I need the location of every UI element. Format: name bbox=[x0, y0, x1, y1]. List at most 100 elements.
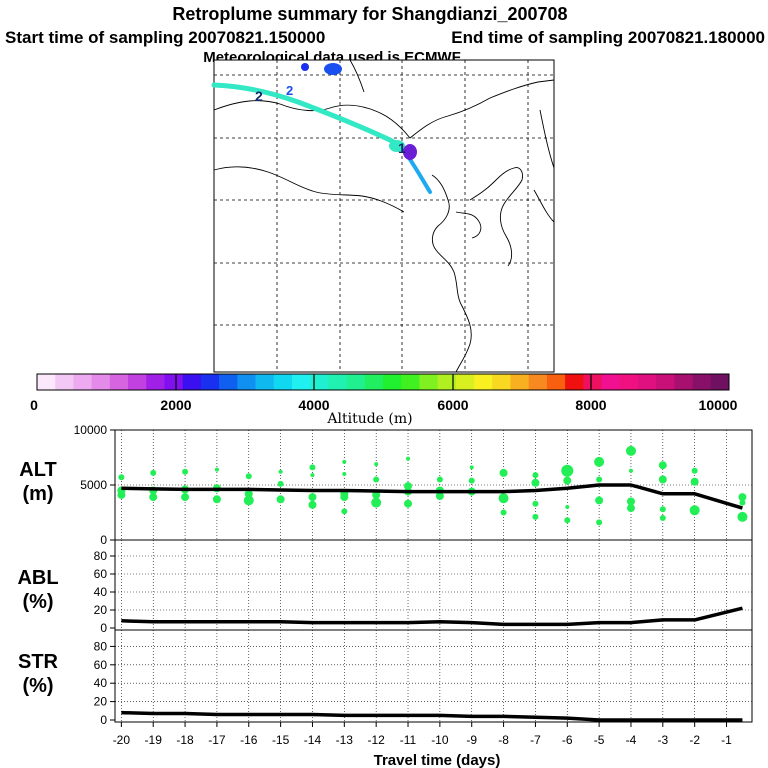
y-tick-label: 0 bbox=[100, 621, 107, 635]
abl-frame bbox=[114, 539, 753, 631]
plume-blob-north bbox=[324, 63, 342, 75]
abl-panel-label: ABL bbox=[17, 567, 58, 589]
altitude-dot bbox=[309, 464, 316, 471]
y-tick-label: 5000 bbox=[80, 478, 107, 492]
colorbar-swatch bbox=[601, 374, 621, 390]
altitude-dot bbox=[435, 492, 444, 500]
coastline-korea bbox=[469, 167, 523, 267]
coastline-bohai bbox=[431, 174, 472, 373]
altitude-dot bbox=[245, 473, 252, 480]
alt-panel: 10000 5000 0 bbox=[74, 423, 753, 547]
altitude-dot bbox=[308, 500, 317, 509]
altitude-dot bbox=[565, 505, 570, 509]
plume-blob-day1 bbox=[389, 140, 405, 152]
altitude-dot bbox=[498, 493, 509, 504]
altitude-dot bbox=[658, 475, 667, 484]
day-label-1: 1 bbox=[398, 140, 406, 156]
x-tick-label: -2 bbox=[689, 733, 700, 747]
colorbar-swatch bbox=[109, 374, 129, 390]
altitude-dot bbox=[372, 490, 381, 499]
coastline-shandong bbox=[455, 211, 482, 239]
colorbar-swatch bbox=[401, 374, 420, 390]
altitude-dot bbox=[244, 489, 253, 498]
colorbar-tick-8000: 8000 bbox=[575, 397, 606, 413]
x-tick-label: -5 bbox=[594, 733, 605, 747]
colorbar-swatch bbox=[674, 374, 694, 390]
y-tick-label: 60 bbox=[94, 567, 108, 581]
colorbar-swatch bbox=[237, 374, 257, 390]
start-time-label: Start time of sampling 20070821.150000 bbox=[5, 28, 325, 47]
altitude-dot bbox=[371, 497, 382, 508]
altitude-dot bbox=[738, 493, 747, 502]
country-border-west bbox=[213, 166, 405, 213]
altitude-dot bbox=[499, 468, 508, 477]
day-label-2: 2 bbox=[255, 88, 263, 104]
release-site-marker bbox=[403, 144, 417, 160]
x-tick-label: -6 bbox=[562, 733, 573, 747]
altitude-dot bbox=[626, 504, 635, 513]
country-border-north bbox=[213, 79, 555, 139]
colorbar-swatch bbox=[55, 374, 74, 390]
colorbar-swatch bbox=[619, 374, 639, 390]
abl-panel: 80 60 40 20 0 bbox=[94, 539, 753, 635]
x-tick-label: -3 bbox=[657, 733, 668, 747]
colorbar-swatch bbox=[164, 374, 184, 390]
x-tick-label: -17 bbox=[208, 733, 226, 747]
altitude-dot bbox=[468, 477, 475, 484]
y-tick-label: 20 bbox=[94, 695, 108, 709]
colorbar-swatch bbox=[273, 374, 293, 390]
altitude-dot bbox=[243, 495, 254, 506]
colorbar-tick-0: 0 bbox=[30, 397, 38, 413]
x-tick-label: -20 bbox=[113, 733, 131, 747]
altitude-dot bbox=[404, 499, 413, 508]
altitude-dot bbox=[182, 468, 189, 475]
colorbar-swatch bbox=[528, 374, 548, 390]
colorbar-swatch bbox=[146, 374, 165, 390]
altitude-dot bbox=[532, 472, 539, 479]
abl-panel-unit: (%) bbox=[22, 591, 53, 613]
altitude-dot bbox=[406, 456, 411, 461]
altitude-colorbar: 0 2000 4000 6000 8000 10000 Altitude (m) bbox=[30, 373, 738, 427]
y-tick-label: 10000 bbox=[74, 423, 108, 437]
colorbar-swatch bbox=[73, 374, 93, 390]
altitude-dot bbox=[117, 490, 126, 499]
colorbar-tick-10000: 10000 bbox=[699, 397, 738, 413]
x-tick-label: -12 bbox=[367, 733, 385, 747]
x-tick-label: -18 bbox=[176, 733, 194, 747]
colorbar-swatch bbox=[656, 374, 675, 390]
end-time-label: End time of sampling 20070821.180000 bbox=[451, 28, 765, 47]
colorbar-swatch bbox=[455, 374, 475, 390]
y-tick-label: 20 bbox=[94, 603, 108, 617]
y-tick-label: 0 bbox=[100, 533, 107, 547]
y-tick-label: 80 bbox=[94, 639, 108, 653]
altitude-dot bbox=[276, 495, 285, 504]
altitude-dot bbox=[625, 445, 636, 456]
colorbar-tick-4000: 4000 bbox=[298, 397, 329, 413]
str-panel-label: STR bbox=[18, 651, 59, 673]
str-series-line bbox=[121, 710, 743, 722]
altitude-dot bbox=[628, 468, 633, 473]
altitude-dot bbox=[596, 476, 603, 483]
x-tick-label: -19 bbox=[145, 733, 163, 747]
x-tick-label: -10 bbox=[431, 733, 449, 747]
str-frame bbox=[114, 629, 753, 723]
altitude-dot bbox=[404, 482, 413, 491]
altitude-dot bbox=[149, 493, 158, 502]
province-line-1 bbox=[349, 59, 365, 93]
altitude-dot bbox=[689, 505, 700, 516]
altitude-dot bbox=[532, 500, 539, 507]
alt-panel-unit: (m) bbox=[22, 483, 53, 505]
x-tick-label: -13 bbox=[336, 733, 354, 747]
altitude-dot bbox=[691, 467, 698, 474]
colorbar-swatch bbox=[437, 374, 457, 390]
altitude-dot bbox=[118, 474, 125, 481]
x-tick-label: -1 bbox=[721, 733, 732, 747]
plume-dot-north bbox=[301, 63, 309, 71]
altitude-dot bbox=[659, 515, 666, 521]
altitude-dot bbox=[595, 496, 604, 505]
colorbar-tick-6000: 6000 bbox=[437, 397, 468, 413]
colorbar-swatch bbox=[346, 374, 366, 390]
colorbar-frame bbox=[36, 373, 730, 391]
